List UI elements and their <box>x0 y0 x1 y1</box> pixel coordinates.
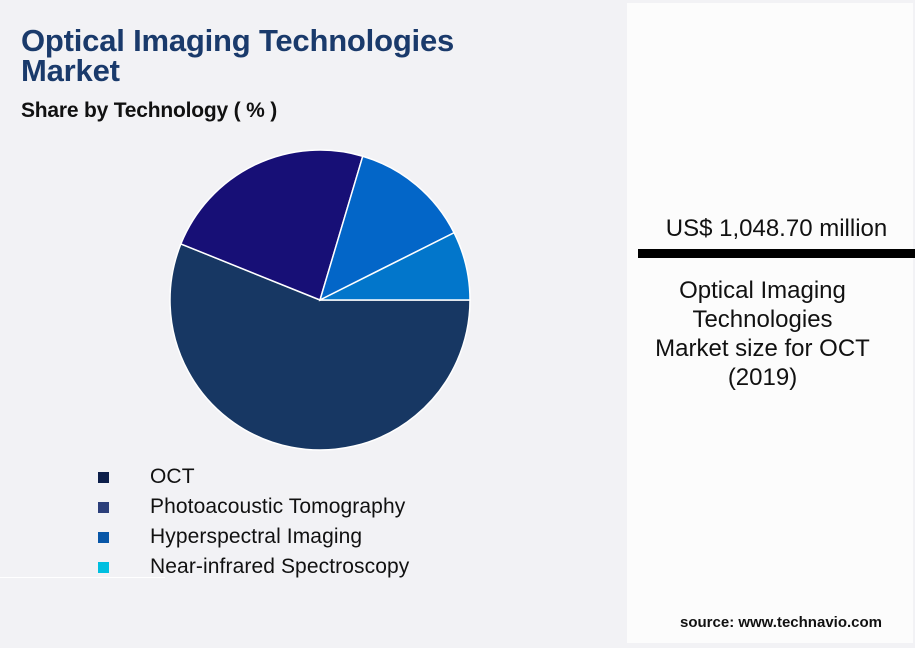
source-credit: source: www.technavio.com <box>680 614 882 631</box>
legend-item-oct: OCT <box>98 462 409 492</box>
pie-slice-near-infrared-spectroscopy <box>319 231 471 301</box>
legend-swatch-nirs <box>98 561 109 573</box>
pie-slice-photoacoustic-tomography <box>179 149 364 302</box>
info-panel <box>627 3 913 643</box>
legend-swatch-photoacoustic <box>98 501 109 513</box>
legend-label: Photoacoustic Tomography <box>150 495 406 518</box>
market-size-value: US$ 1,048.70 million <box>665 215 888 242</box>
legend-item-hyperspectral: Hyperspectral Imaging <box>98 522 409 552</box>
panel-divider-bar <box>638 249 915 258</box>
pie-slice-oct <box>169 242 471 451</box>
legend-item-photoacoustic: Photoacoustic Tomography <box>98 492 409 522</box>
pie-chart <box>169 149 471 451</box>
chart-subtitle: Share by Technology ( % ) <box>21 99 277 122</box>
description-line: (2019) <box>727 364 798 391</box>
legend-label: OCT <box>150 465 195 488</box>
legend-swatch-hyperspectral <box>98 531 109 543</box>
pie-slice-hyperspectral-imaging <box>318 155 456 302</box>
legend-label: Near-infrared Spectroscopy <box>150 555 410 578</box>
market-size-description: Optical Imaging Technologies Market size… <box>630 276 895 392</box>
chart-title: Optical Imaging Technologies Market <box>21 23 455 88</box>
legend-item-nirs: Near-infrared Spectroscopy <box>98 552 409 582</box>
legend-swatch-oct <box>98 471 109 483</box>
legend-label: Hyperspectral Imaging <box>150 525 363 548</box>
description-line: Market size for OCT <box>655 335 870 362</box>
legend: OCT Photoacoustic Tomography Hyperspectr… <box>98 462 409 582</box>
description-line: Optical Imaging <box>679 277 846 304</box>
description-line: Technologies <box>692 306 833 333</box>
divider-line <box>0 577 165 578</box>
